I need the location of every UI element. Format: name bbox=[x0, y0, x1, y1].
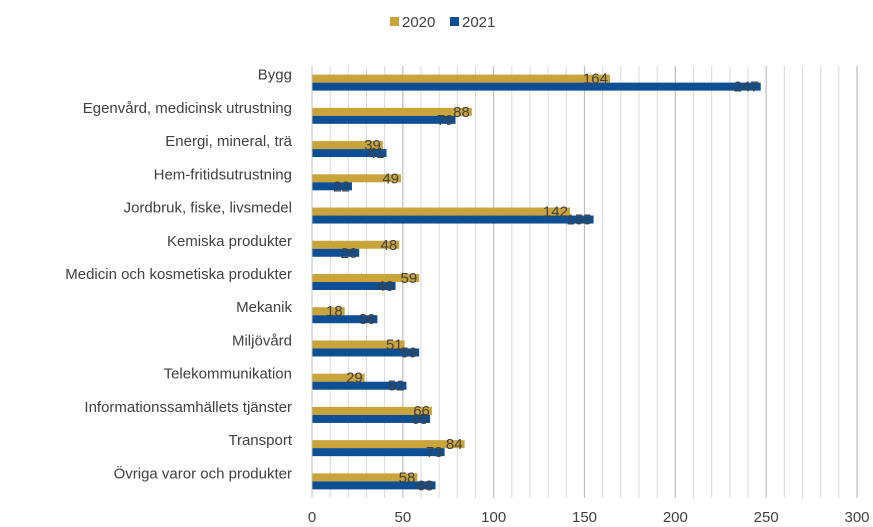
bar-2021 bbox=[312, 115, 456, 124]
category-label: Hem-fritidsutrustning bbox=[154, 166, 292, 183]
bar-2020 bbox=[312, 174, 402, 183]
category-label: Energi, mineral, trä bbox=[165, 133, 292, 150]
category-label: Miljövård bbox=[232, 332, 292, 349]
bar-2020 bbox=[312, 240, 400, 249]
bar-2020 bbox=[312, 107, 472, 116]
data-label-2020: 66 bbox=[413, 403, 430, 420]
data-label-2021: 26 bbox=[341, 245, 358, 262]
legend-swatch bbox=[450, 17, 459, 26]
bar-2020 bbox=[312, 274, 420, 282]
data-label-2021: 155 bbox=[567, 212, 592, 229]
category-label: Kemiska produkter bbox=[167, 233, 292, 250]
bar-2020 bbox=[312, 207, 570, 216]
data-label-2020: 142 bbox=[543, 204, 568, 221]
data-label-2021: 36 bbox=[359, 311, 376, 328]
bar-2021 bbox=[312, 182, 352, 191]
x-tick-label: 150 bbox=[572, 509, 597, 526]
data-label-2020: 48 bbox=[381, 237, 398, 254]
data-label-2021: 59 bbox=[400, 344, 417, 361]
bar-2020 bbox=[312, 373, 365, 382]
data-label-2020: 164 bbox=[583, 71, 608, 88]
data-label-2020: 84 bbox=[446, 436, 463, 453]
legend-label: 2020 bbox=[402, 14, 435, 31]
data-label-2020: 49 bbox=[382, 170, 399, 187]
bar-2020 bbox=[312, 473, 418, 482]
bar-2021 bbox=[312, 282, 396, 290]
data-label-2020: 18 bbox=[326, 303, 343, 320]
gridlines bbox=[329, 66, 858, 498]
bar-2021 bbox=[312, 82, 761, 91]
bar-2021 bbox=[312, 381, 407, 390]
category-label: Egenvård, medicinsk utrustning bbox=[83, 100, 292, 117]
data-label-2021: 46 bbox=[377, 278, 394, 295]
bar-2020 bbox=[312, 141, 383, 150]
bar-2020 bbox=[312, 307, 345, 316]
category-label: Informationssamhällets tjänster bbox=[84, 399, 292, 416]
legend: 2020 2021 bbox=[390, 14, 495, 31]
data-label-2021: 65 bbox=[411, 411, 428, 428]
data-label-2021: 247 bbox=[734, 79, 759, 96]
data-label-2021: 41 bbox=[368, 145, 385, 162]
x-tick-label: 200 bbox=[663, 509, 688, 526]
axes: 0 50 100 150 200 250 300 Bygg Egenvård, medicins… bbox=[65, 66, 870, 526]
bar-2021 bbox=[312, 448, 445, 457]
bar-2021 bbox=[312, 215, 594, 224]
bar-2020 bbox=[312, 440, 465, 449]
x-tick-label: 250 bbox=[754, 509, 779, 526]
category-label: Mekanik bbox=[236, 299, 292, 316]
category-label: Övriga varor och produkter bbox=[114, 464, 292, 482]
bar-2020 bbox=[312, 74, 610, 83]
category-label: Transport bbox=[228, 432, 292, 449]
legend-swatch bbox=[390, 17, 399, 26]
bar-2021 bbox=[312, 481, 436, 490]
data-label-2020: 39 bbox=[364, 137, 381, 154]
category-label: Telekommunikation bbox=[164, 366, 292, 383]
data-label-2021: 22 bbox=[333, 178, 350, 195]
bar-2021 bbox=[312, 348, 420, 357]
data-label-2020: 51 bbox=[386, 336, 403, 353]
category-label: Jordbruk, fiske, livsmedel bbox=[124, 200, 292, 217]
bar-2021 bbox=[312, 315, 378, 324]
category-label: Medicin och kosmetiska produkter bbox=[65, 266, 292, 283]
data-label-2021: 52 bbox=[388, 378, 405, 395]
data-label-2020: 59 bbox=[400, 270, 417, 287]
bars bbox=[312, 74, 761, 490]
data-label-2020: 88 bbox=[453, 104, 470, 121]
legend-label: 2021 bbox=[462, 14, 495, 31]
bar-2021 bbox=[312, 414, 431, 423]
x-tick-label: 100 bbox=[481, 509, 506, 526]
data-label-2021: 73 bbox=[426, 444, 443, 461]
bar-2020 bbox=[312, 406, 432, 415]
bar-2020 bbox=[312, 340, 405, 349]
x-tick-label: 0 bbox=[308, 509, 316, 526]
x-tick-label: 50 bbox=[394, 509, 411, 526]
data-label-2021: 79 bbox=[437, 112, 454, 129]
category-label: Bygg bbox=[258, 67, 292, 84]
data-label-2020: 29 bbox=[346, 370, 363, 387]
x-tick-label: 300 bbox=[844, 509, 869, 526]
bar-2021 bbox=[312, 149, 387, 158]
data-label-2020: 58 bbox=[399, 469, 416, 486]
bar-2021 bbox=[312, 248, 360, 257]
data-label-2021: 68 bbox=[417, 477, 434, 494]
